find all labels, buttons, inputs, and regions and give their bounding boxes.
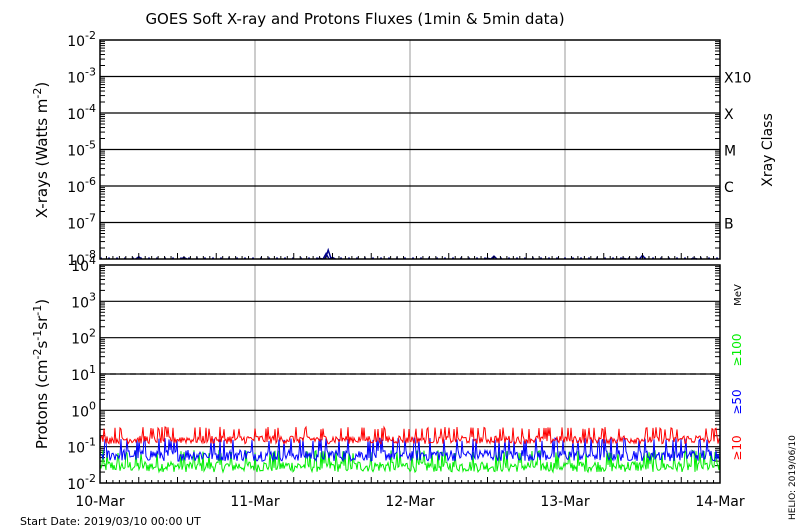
y-tick-label: 104 xyxy=(71,254,96,275)
xray-class-label: B xyxy=(724,217,734,233)
y-tick-label: 10-5 xyxy=(67,139,96,160)
proton-series-line xyxy=(99,436,721,463)
x-tick-label: 14-Mar xyxy=(695,494,745,510)
energy-unit-label: MeV xyxy=(733,284,744,306)
proton-legend-label: ≥100 xyxy=(730,334,744,367)
y-tick-label: 10-1 xyxy=(67,436,96,457)
y-tick-label: 10-3 xyxy=(67,66,96,87)
xray-class-title: Xray Class xyxy=(760,113,776,187)
xray-panel: 10-8 10-7 10-6 10-5 10-4 10-3 10-2 B C M X X10 Xray … xyxy=(31,29,776,269)
proton-legend-label: ≥50 xyxy=(730,389,744,414)
xray-class-label: X xyxy=(724,107,734,123)
proton-y-axis-label: Protons (cm-2s-1sr-1) xyxy=(31,299,51,449)
x-tick-label: 10-Mar xyxy=(75,494,125,510)
proton-series-line xyxy=(99,425,721,446)
proton-legend-label: ≥10 xyxy=(730,435,744,460)
x-tick-label: 12-Mar xyxy=(385,494,435,510)
y-tick-label: 10-6 xyxy=(67,175,96,196)
y-tick-label: 103 xyxy=(71,290,96,311)
xray-data-point xyxy=(322,252,330,260)
xray-class-label: X10 xyxy=(724,71,751,87)
y-tick-label: 101 xyxy=(71,363,96,384)
helio-date-label: HELIO: 2019/06/10 xyxy=(788,435,798,520)
y-tick-label: 10-2 xyxy=(67,472,96,493)
y-tick-label: 100 xyxy=(71,399,96,420)
xray-plot-frame xyxy=(99,39,721,260)
y-tick-label: 10-2 xyxy=(67,29,96,50)
y-tick-label: 10-8 xyxy=(67,248,96,269)
start-date-label: Start Date: 2019/03/10 00:00 UT xyxy=(20,515,201,528)
proton-panel: 10-2 10-1 100 101 102 103 104 ≥10 ≥50 ≥100 MeV Prot… xyxy=(31,254,745,510)
y-tick-label: 102 xyxy=(71,327,96,348)
xray-y-axis-label: X-rays (Watts m-2) xyxy=(31,82,51,218)
proton-plot-frame xyxy=(99,264,721,484)
xray-class-label: C xyxy=(724,180,734,196)
x-tick-label: 13-Mar xyxy=(540,494,590,510)
y-tick-label: 10-7 xyxy=(67,212,96,233)
chart-title: GOES Soft X-ray and Protons Fluxes (1min… xyxy=(145,10,564,28)
x-tick-label: 11-Mar xyxy=(230,494,280,510)
y-tick-label: 10-4 xyxy=(67,102,96,123)
xray-class-label: M xyxy=(724,144,736,160)
